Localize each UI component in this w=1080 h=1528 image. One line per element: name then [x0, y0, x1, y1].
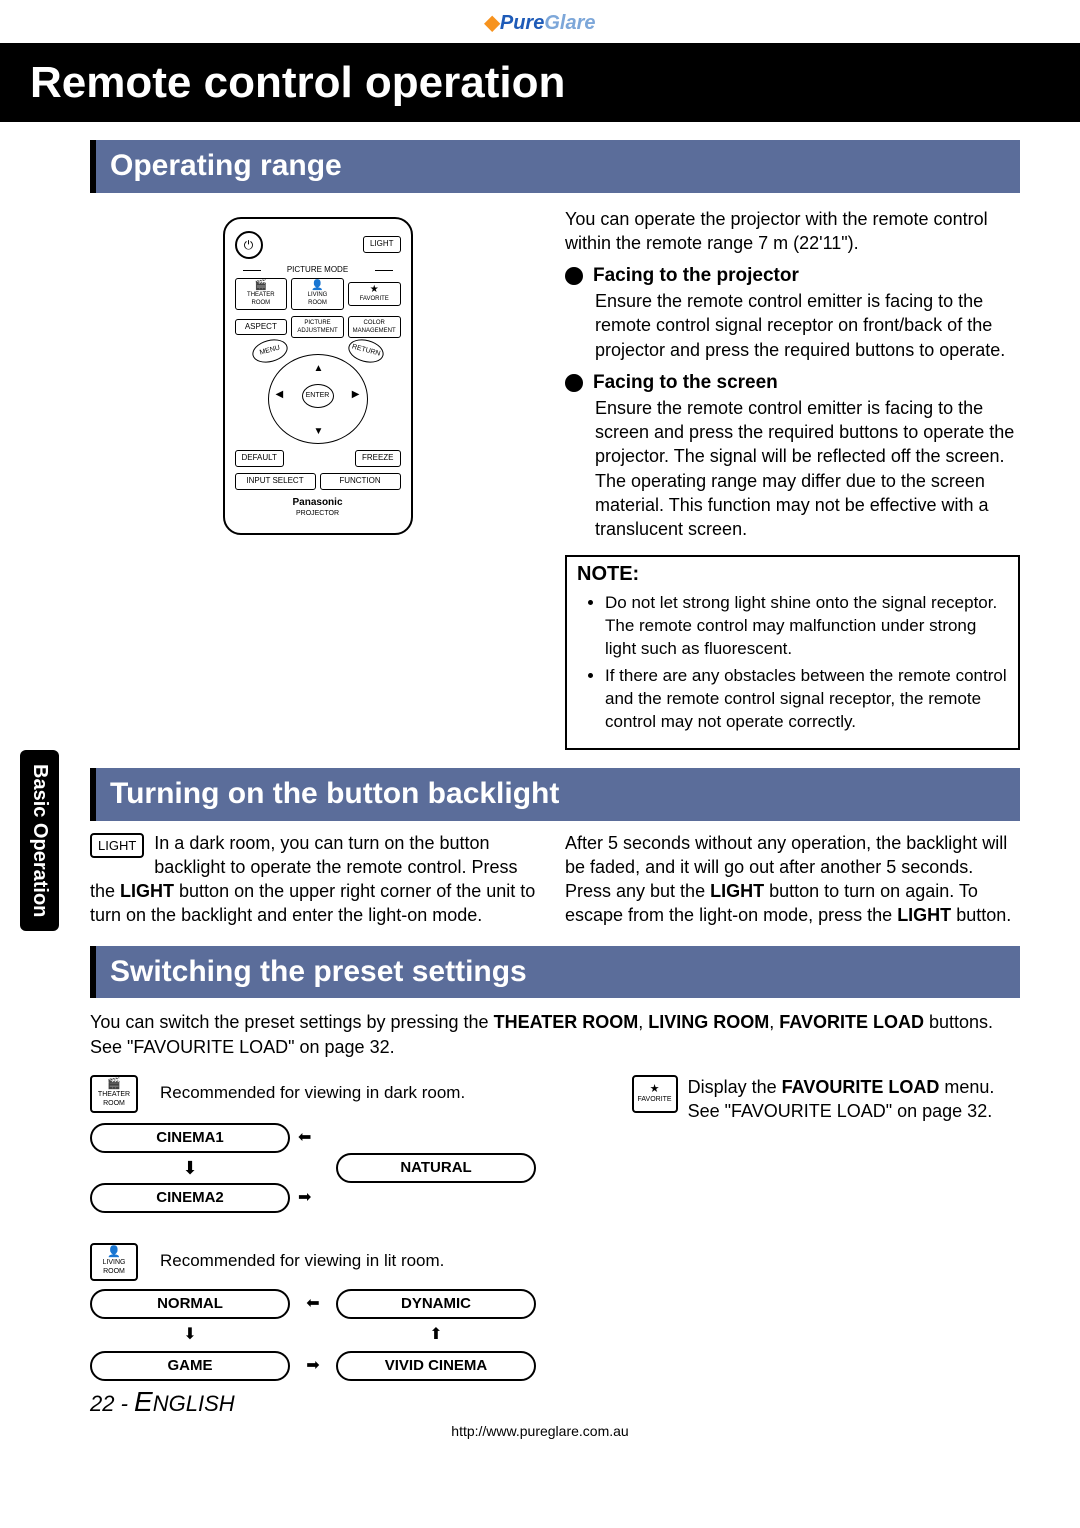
left-arrow-icon: ⬅	[298, 1127, 311, 1149]
backlight-left: In a dark room, you can turn on the butt…	[90, 833, 535, 926]
facing-projector-title: Facing to the projector	[593, 263, 799, 289]
mode-natural: NATURAL	[336, 1153, 536, 1183]
facing-screen-body: Ensure the remote control emitter is fac…	[595, 396, 1020, 542]
facing-screen-title: Facing to the screen	[593, 370, 778, 396]
down-arrow-icon: ▼	[314, 425, 324, 439]
right-arrow-icon: ➡	[306, 1355, 319, 1377]
up-arrow-icon: ⬆	[429, 1324, 442, 1346]
living-desc: Recommended for viewing in lit room.	[160, 1250, 444, 1273]
function-btn: FUNCTION	[320, 473, 401, 490]
brand-logo: ◆PureGlare	[0, 0, 1080, 43]
dpad: MENU RETURN ▲ ▼ ◀ ▶ ENTER	[258, 344, 378, 444]
backlight-right: After 5 seconds without any operation, t…	[565, 833, 1011, 926]
right-arrow-icon: ➡	[298, 1187, 311, 1209]
light-btn: LIGHT	[363, 236, 401, 253]
note-box: NOTE: Do not let strong light shine onto…	[565, 555, 1020, 750]
side-tab: Basic Operation	[20, 750, 59, 931]
logo-pure: Pure	[500, 12, 544, 34]
section-operating-range: Operating range	[90, 140, 1020, 193]
favorite-desc: Display the FAVOURITE LOAD menu. See "FA…	[688, 1075, 1020, 1411]
picture-mode-label: PICTURE MODE	[235, 265, 401, 276]
return-btn: RETURN	[345, 336, 385, 367]
mode-game: GAME	[90, 1351, 290, 1381]
color-mgmt-btn: COLORMANAGEMENT	[348, 316, 401, 338]
mode-dynamic: DYNAMIC	[336, 1289, 536, 1319]
theater-room-mini-btn: 🎬THEATERROOM	[90, 1075, 138, 1113]
theater-desc: Recommended for viewing in dark room.	[160, 1082, 465, 1105]
picture-adj-btn: PICTUREADJUSTMENT	[291, 316, 344, 338]
logo-glare: Glare	[544, 12, 595, 34]
living-room-mini-btn: 👤LIVINGROOM	[90, 1243, 138, 1281]
note-title: NOTE:	[577, 561, 1008, 588]
section-backlight: Turning on the button backlight	[90, 768, 1020, 821]
mode-cinema2: CINEMA2	[90, 1183, 290, 1213]
favorite-mini-btn: ★FAVORITE	[632, 1075, 678, 1113]
down-arrow-icon: ⬇	[90, 1156, 290, 1180]
facing-projector-body: Ensure the remote control emitter is fac…	[595, 289, 1020, 362]
favorite-btn: ★FAVORITE	[348, 282, 401, 306]
remote-brand: Panasonic	[235, 496, 401, 510]
right-arrow-icon: ▶	[352, 388, 360, 402]
section-preset: Switching the preset settings	[90, 946, 1020, 999]
mode-cinema1: CINEMA1	[90, 1123, 290, 1153]
remote-brand-sub: PROJECTOR	[235, 509, 401, 518]
power-icon: ⏻	[235, 231, 263, 259]
note-item: Do not let strong light shine onto the s…	[605, 592, 1008, 661]
theater-room-btn: 🎬THEATERROOM	[235, 278, 288, 310]
left-arrow-icon: ⬅	[306, 1293, 319, 1315]
enter-btn: ENTER	[302, 384, 334, 408]
menu-btn: MENU	[249, 336, 289, 367]
preset-intro: You can switch the preset settings by pr…	[90, 1010, 1020, 1059]
input-select-btn: INPUT SELECT	[235, 473, 316, 490]
logo-icon: ◆	[484, 12, 499, 34]
down-arrow-icon: ⬇	[183, 1324, 196, 1346]
bullet-icon	[565, 267, 583, 285]
note-item: If there are any obstacles between the r…	[605, 665, 1008, 734]
up-arrow-icon: ▲	[314, 362, 324, 376]
freeze-btn: FREEZE	[355, 450, 401, 467]
bullet-icon	[565, 374, 583, 392]
footer-url: http://www.pureglare.com.au	[0, 1422, 1080, 1441]
range-intro: You can operate the projector with the r…	[565, 207, 1020, 256]
left-arrow-icon: ◀	[276, 388, 284, 402]
page-number: 22 - ENGLISH	[90, 1383, 235, 1421]
light-button-icon: LIGHT	[90, 833, 144, 859]
mode-vivid: VIVID CINEMA	[336, 1351, 536, 1381]
living-room-btn: 👤LIVINGROOM	[291, 278, 344, 310]
default-btn: DEFAULT	[235, 450, 284, 467]
aspect-btn: ASPECT	[235, 319, 288, 336]
page-title: Remote control operation	[0, 43, 1080, 122]
mode-normal: NORMAL	[90, 1289, 290, 1319]
remote-illustration: ⏻ LIGHT PICTURE MODE 🎬THEATERROOM 👤LIVIN…	[90, 207, 545, 545]
